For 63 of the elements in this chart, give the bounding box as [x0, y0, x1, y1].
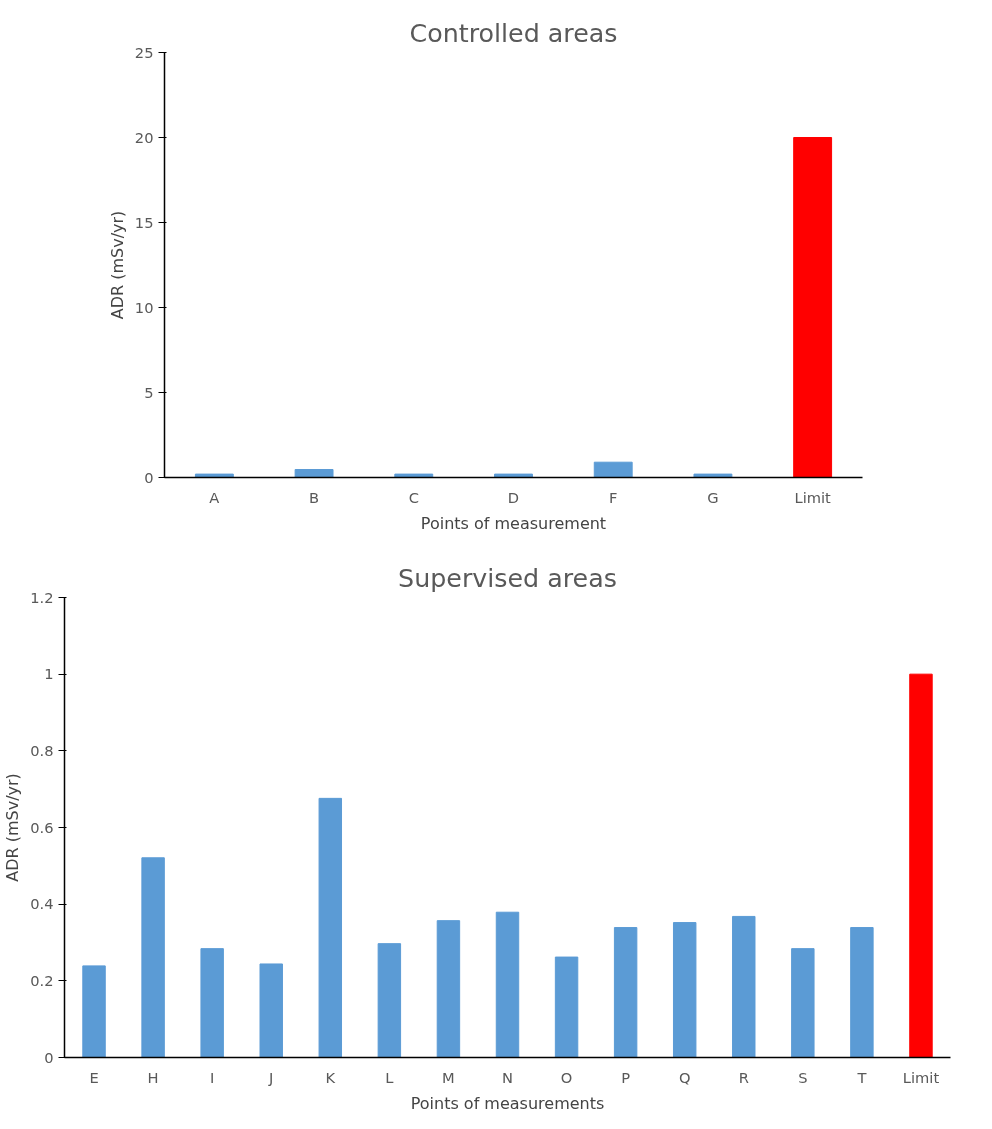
x-tick-label: I	[210, 1068, 215, 1086]
y-tick-label: 0.8	[30, 741, 54, 759]
x-tick-label: H	[147, 1068, 159, 1086]
y-tick-label: 0.2	[30, 971, 54, 989]
x-tick-label: M	[442, 1068, 455, 1086]
x-tick-label: E	[89, 1068, 99, 1086]
bar	[613, 927, 638, 1058]
bar	[554, 956, 579, 1058]
bar	[294, 469, 334, 478]
y-tick-label: 1	[44, 665, 54, 683]
x-tick-label: O	[560, 1068, 573, 1086]
x-tick-label: Limit	[794, 488, 832, 506]
x-tick-label: N	[502, 1068, 513, 1086]
x-axis-title: Points of measurements	[410, 1093, 605, 1113]
y-axis-title: ADR (mSv/yr)	[107, 210, 127, 320]
x-tick-label: Limit	[902, 1068, 940, 1086]
bar	[732, 915, 756, 1058]
x-axis-title: Points of measurement	[420, 513, 607, 533]
x-tick-label: F	[609, 488, 618, 506]
bar	[593, 461, 633, 478]
y-tick-label: 0.6	[30, 818, 54, 836]
y-tick-label: 25	[134, 43, 154, 61]
bar	[200, 948, 224, 1058]
bar	[495, 911, 520, 1058]
y-tick-label: 10	[134, 298, 154, 316]
x-tick-label: C	[408, 488, 419, 506]
y-tick-label: 0.4	[30, 895, 54, 913]
bar	[791, 948, 815, 1058]
x-tick-label: Q	[678, 1068, 691, 1086]
x-tick-label: T	[856, 1068, 867, 1086]
bar	[436, 920, 461, 1058]
x-tick-label: R	[738, 1068, 749, 1086]
x-tick-label: D	[507, 488, 520, 506]
y-tick-label: 5	[144, 383, 154, 401]
bar	[194, 473, 234, 478]
y-tick-label: 15	[134, 213, 154, 231]
bar	[394, 473, 434, 478]
bar	[259, 963, 283, 1058]
bar	[494, 473, 533, 478]
y-axis-title: ADR (mSv/yr)	[3, 773, 23, 882]
x-tick-label: S	[798, 1068, 808, 1086]
x-tick-label: K	[325, 1068, 336, 1086]
bar	[850, 927, 874, 1058]
bar	[693, 473, 733, 478]
x-tick-label: G	[707, 488, 719, 506]
bar	[377, 943, 402, 1058]
y-tick-label: 20	[134, 128, 154, 146]
bar	[141, 857, 165, 1058]
y-tick-label: 0	[44, 1048, 54, 1066]
x-tick-label: J	[268, 1068, 274, 1086]
bar	[793, 137, 833, 478]
bar	[318, 797, 343, 1058]
x-tick-label: B	[309, 488, 320, 506]
chart-title: Controlled areas	[409, 17, 618, 48]
chart-title: Supervised areas	[398, 562, 617, 593]
x-tick-label: P	[621, 1068, 631, 1086]
x-tick-label: A	[209, 488, 220, 506]
bar	[82, 965, 106, 1058]
bar	[672, 922, 697, 1058]
y-tick-label: 1.2	[30, 588, 54, 606]
y-tick-label: 0	[144, 468, 154, 486]
bar	[909, 673, 933, 1058]
x-tick-label: L	[385, 1068, 395, 1086]
